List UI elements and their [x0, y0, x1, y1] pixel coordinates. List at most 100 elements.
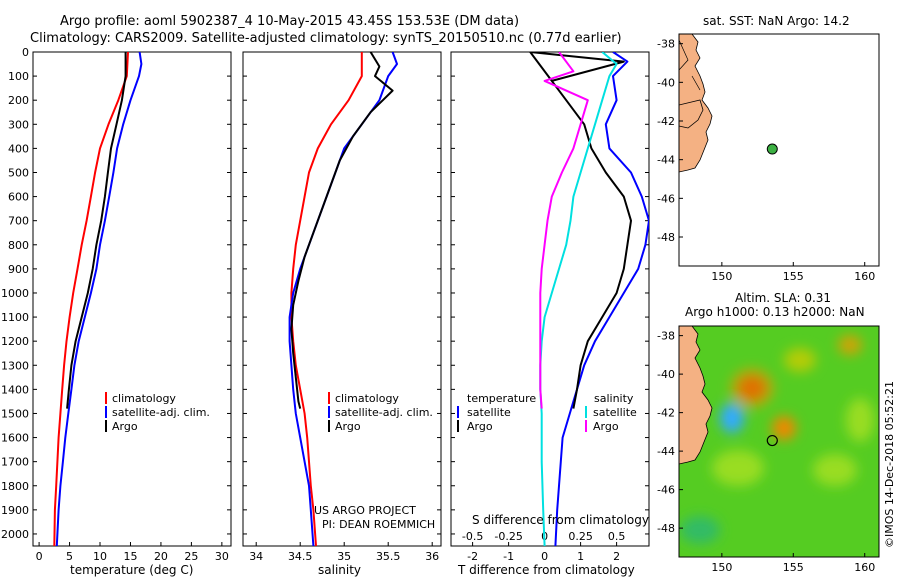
legend-temp-satellite-label: satellite	[467, 406, 511, 419]
sst-map-bass-strait-land	[679, 99, 704, 129]
temperature-x-label: temperature (deg C)	[70, 563, 193, 577]
depth-axis: 0 100 200 300 400 500 600 700 800 900 1000 1100 1200…	[1, 46, 231, 541]
depth-tick-label: 200	[8, 94, 29, 107]
legend-sal-argo-label: Argo	[593, 420, 619, 433]
x-tick-label: 35.5	[376, 550, 401, 563]
series-line-satellite-adj-clim-	[55, 52, 143, 546]
map-lat-label: -44	[657, 154, 675, 167]
difference-series	[529, 52, 649, 546]
s-diff-tick-label: -0.25	[494, 530, 522, 543]
legend-satellite-label: satellite-adj. clim.	[112, 406, 210, 419]
x-tick-label: 34	[249, 550, 263, 563]
temperature-series	[53, 52, 143, 546]
depth-tick-label: 600	[8, 191, 29, 204]
sla-map-australia-land	[679, 326, 713, 465]
depth-tick-label: 1400	[1, 383, 29, 396]
figure-title-line-2: Climatology: CARS2009. Satellite-adjuste…	[30, 31, 622, 46]
depth-tick-label: 1800	[1, 480, 29, 493]
series-line-satellite-adj-clim-	[288, 52, 398, 546]
difference-s-axis: -0.5 -0.25 0 0.25 0.5	[462, 530, 625, 543]
depth-tick-label: 300	[8, 118, 29, 131]
x-tick-label: 0	[36, 550, 43, 563]
salinity-series	[288, 52, 398, 546]
x-tick-label: -1	[503, 550, 514, 563]
difference-x-label: T difference from climatology	[457, 563, 635, 577]
sst-map-coastline	[679, 39, 701, 91]
map-lat-label: -42	[657, 115, 675, 128]
figure-title-line-1: Argo profile: aoml 5902387_4 10-May-2015…	[60, 14, 519, 29]
map-lat-label: -48	[657, 522, 675, 535]
sla-mid-blob-3	[813, 454, 857, 486]
map-lat-label: -38	[657, 330, 675, 343]
imos-stamp: ©IMOS 14-Dec-2018 05:52:21	[883, 381, 896, 548]
x-tick-label: 36	[425, 550, 439, 563]
credit-us-argo: US ARGO PROJECT	[314, 504, 416, 517]
map-lat-label: -42	[657, 407, 675, 420]
difference-top-label: S difference from climatology	[472, 513, 649, 527]
x-tick-label: 10	[93, 550, 107, 563]
x-tick-label: 35	[337, 550, 351, 563]
legend-salinity-title: salinity	[594, 392, 634, 405]
x-tick-label: 15	[123, 550, 137, 563]
map-lat-label: -44	[657, 445, 675, 458]
x-tick-label: 1	[577, 550, 584, 563]
legend-climatology-label: climatology	[335, 392, 399, 405]
x-tick-label: 20	[154, 550, 168, 563]
sla-low-blob	[720, 403, 744, 433]
legend-argo-label: Argo	[335, 420, 361, 433]
legend-satellite-label: satellite-adj. clim.	[335, 406, 433, 419]
sst-map-axes: -38 -40 -42 -44 -46 -48 150 155 160	[657, 38, 875, 283]
difference-plot-frame	[450, 51, 650, 547]
x-tick-label: 25	[184, 550, 198, 563]
sst-map-profile-marker	[766, 143, 778, 155]
temperature-panel: 0100200300400500600700800900100011001200…	[1, 46, 232, 577]
sla-low-blob-2	[680, 516, 720, 544]
sst-map: sat. SST: NaN Argo: 14.2 -38 -40 -42 -44 -46…	[657, 14, 880, 283]
sst-map-title: sat. SST: NaN Argo: 14.2	[703, 14, 850, 28]
temperature-plot-frame	[32, 51, 232, 547]
depth-tick-label: 1900	[1, 504, 29, 517]
depth-tick-label: 1000	[1, 287, 29, 300]
depth-tick-label: 0	[22, 46, 29, 59]
x-tick-label: 0	[541, 550, 548, 563]
series-line-climatology	[53, 52, 129, 546]
map-lon-label: 160	[854, 561, 875, 574]
difference-panel: -2 -1 0 1 2 -0.5 -0.25 0 0.25 0.5 T difference f…	[450, 51, 650, 577]
depth-tick-label: 700	[8, 215, 29, 228]
sla-high-blob-3	[838, 335, 862, 355]
credit-pi: PI: DEAN ROEMMICH	[322, 518, 435, 531]
sla-base	[679, 326, 879, 557]
x-tick-label: 5	[66, 550, 73, 563]
difference-y-ticks	[451, 51, 649, 535]
sla-map-title-2: Argo h1000: 0.13 h2000: NaN	[685, 305, 865, 319]
sst-map-background	[679, 34, 879, 266]
map-lat-label: -38	[657, 38, 675, 51]
series-line-salinity-satellite	[539, 52, 618, 546]
sla-map-axes: -38 -40 -42 -44 -46 -48 150 155 160	[657, 330, 875, 574]
depth-tick-label: 100	[8, 70, 29, 83]
map-lon-label: 150	[711, 270, 732, 283]
series-line-argo	[66, 52, 127, 409]
depth-tick-label: 2000	[1, 528, 29, 541]
sla-mid-blob	[784, 348, 816, 372]
sla-map-frame	[678, 325, 880, 558]
depth-tick-label: 800	[8, 239, 29, 252]
depth-tick-label: 400	[8, 142, 29, 155]
depth-tick-label: 1200	[1, 335, 29, 348]
depth-tick-label: 1600	[1, 432, 29, 445]
difference-legend: temperature satellite Argo salinity sate…	[457, 392, 637, 433]
salinity-plot-frame	[242, 51, 442, 547]
sla-anomaly-blobs	[680, 335, 874, 544]
series-line-climatology	[290, 52, 363, 546]
salinity-x-label: salinity	[318, 563, 361, 577]
series-line-temperature-argo	[529, 52, 632, 409]
sla-map-title-1: Altim. SLA: 0.31	[735, 291, 831, 305]
map-lat-label: -46	[657, 484, 675, 497]
legend-climatology-label: climatology	[112, 392, 176, 405]
x-tick-label: -2	[467, 550, 478, 563]
sla-mid-blob-4	[846, 398, 874, 442]
legend-sal-satellite-label: satellite	[593, 406, 637, 419]
x-tick-label: 30	[215, 550, 229, 563]
sla-field	[679, 326, 879, 557]
x-tick-label: 34.5	[288, 550, 313, 563]
